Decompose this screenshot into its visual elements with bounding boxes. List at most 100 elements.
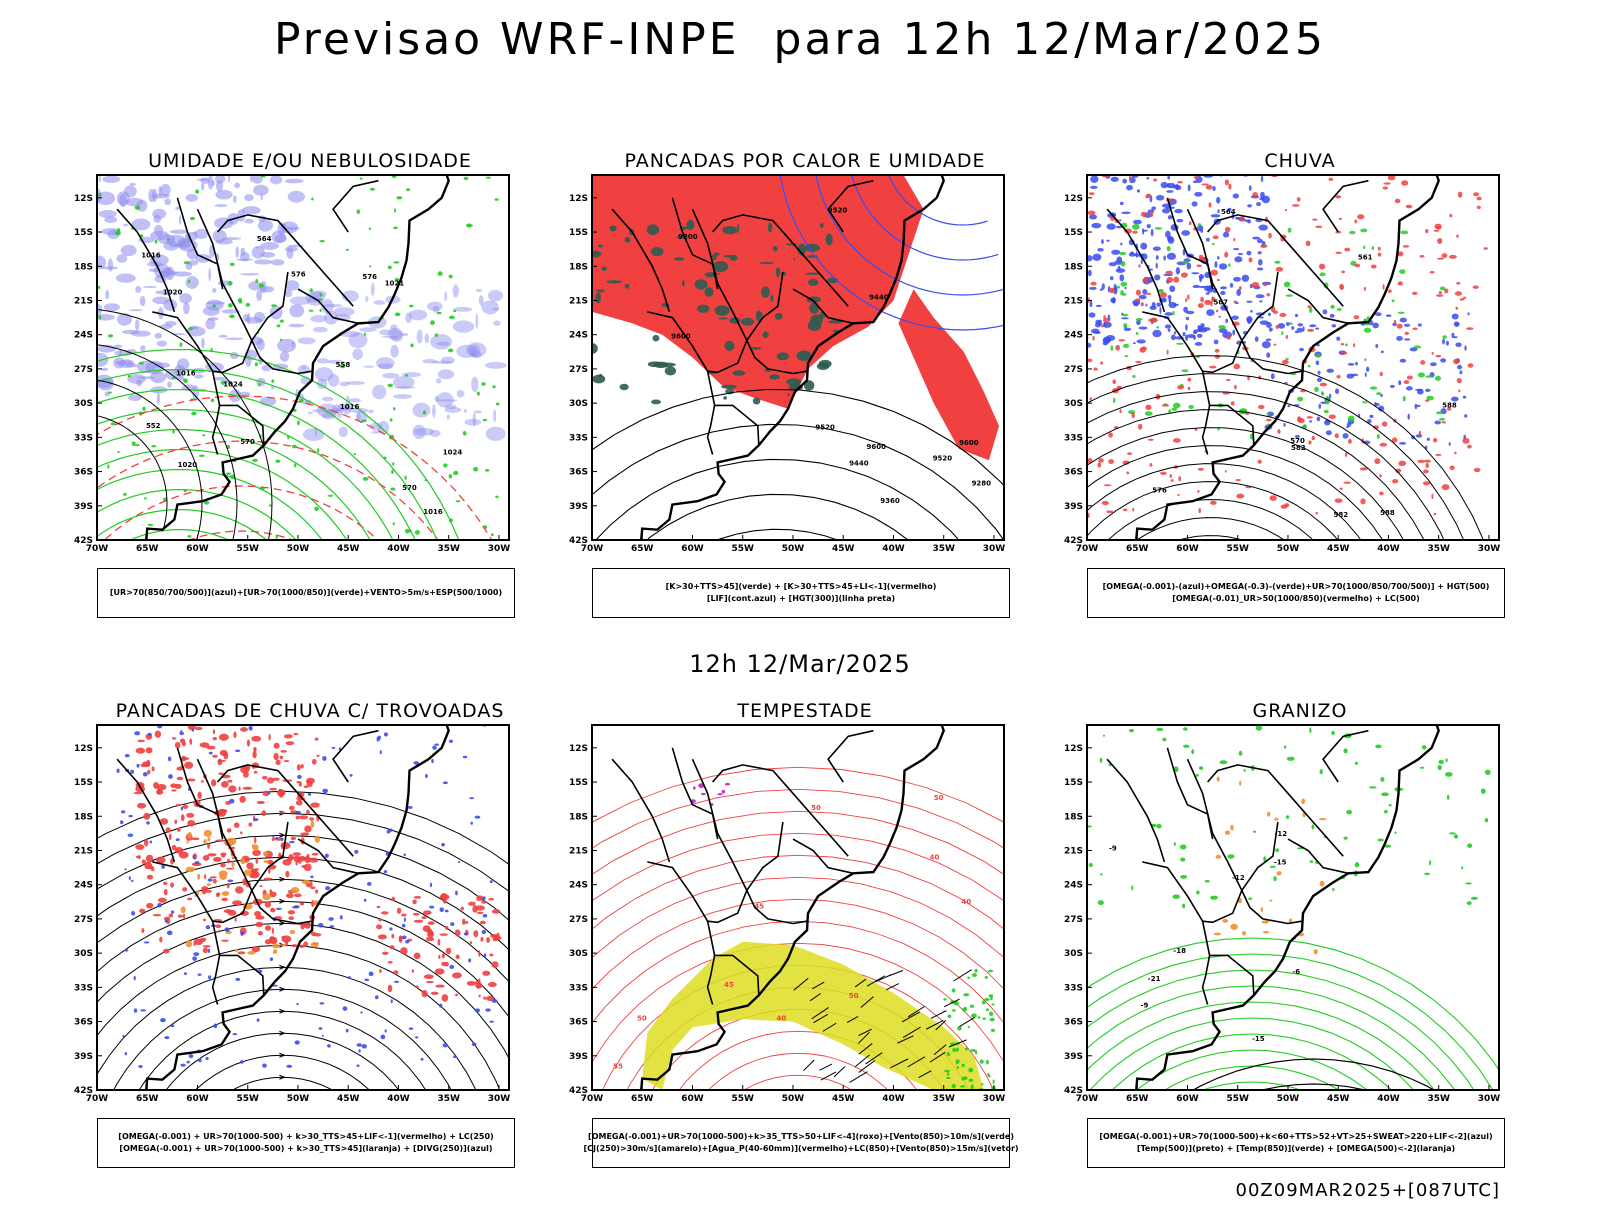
field-blob — [187, 725, 196, 731]
state-border — [691, 758, 808, 925]
field-blob — [1255, 725, 1263, 731]
contour-line — [97, 440, 439, 540]
field-blob — [220, 380, 226, 385]
field-blob — [1248, 185, 1252, 192]
field-blob — [180, 906, 186, 914]
field-blob — [1135, 332, 1139, 335]
field-blob — [1100, 361, 1104, 365]
field-blob — [349, 773, 353, 777]
field-blob — [202, 945, 211, 948]
field-blob — [153, 214, 162, 223]
field-blob — [1336, 308, 1342, 311]
field-blob — [308, 857, 319, 863]
field-blob — [246, 739, 250, 747]
field-blob — [247, 951, 256, 955]
field-blob — [1140, 302, 1144, 307]
field-blob — [472, 412, 476, 427]
field-blob — [1380, 350, 1384, 354]
field-blob — [379, 750, 382, 755]
field-blob — [1197, 223, 1202, 227]
coastline — [145, 175, 450, 540]
streamline-arrow — [279, 986, 286, 992]
field-blob — [359, 177, 363, 180]
contour-label: 45 — [724, 981, 734, 989]
field-blob — [1339, 487, 1343, 490]
field-blob — [151, 445, 157, 448]
field-blob — [968, 1078, 974, 1082]
state-border — [792, 288, 854, 325]
field-blob — [455, 954, 460, 960]
field-blob — [1269, 899, 1273, 902]
field-blob — [664, 366, 677, 376]
field-blob — [212, 287, 217, 293]
field-blob — [412, 912, 420, 916]
field-blob — [1462, 437, 1470, 444]
field-blob — [1466, 327, 1474, 331]
field-blob — [1274, 260, 1281, 264]
field-blob — [481, 382, 486, 386]
field-blob — [1459, 370, 1463, 375]
field-blob — [1453, 834, 1459, 839]
field-blob — [194, 374, 204, 379]
field-blob — [1174, 208, 1183, 214]
field-blob — [1402, 245, 1410, 248]
field-blob — [445, 947, 452, 955]
legend-line: [OMEGA(-0.01)_UR>50(1000/850)(vermelho) … — [1172, 594, 1420, 603]
field-blob — [205, 318, 216, 330]
field-blob — [421, 989, 428, 998]
field-blob — [202, 947, 209, 954]
field-blob — [1267, 312, 1271, 316]
legend-box: [UR>70(850/700/500)](azul)+[UR>70(1000/8… — [97, 568, 515, 618]
field-blob — [1353, 315, 1360, 320]
field-blob — [361, 419, 367, 423]
field-blob — [170, 910, 175, 914]
field-blob — [105, 289, 110, 300]
field-blob — [1287, 227, 1292, 233]
streamline — [231, 1076, 334, 1090]
field-blob — [183, 489, 187, 493]
field-blob — [393, 394, 413, 399]
field-blob — [1188, 404, 1194, 410]
lat-tick-label: 24S — [569, 331, 588, 341]
contour-line — [97, 379, 203, 540]
field-blob — [808, 278, 819, 286]
field-blob — [1306, 416, 1314, 419]
field-blob — [262, 893, 271, 901]
state-border — [1322, 179, 1369, 233]
field-blob — [1281, 359, 1289, 365]
field-blob — [98, 209, 117, 218]
lon-tick-label: 60W — [186, 544, 209, 554]
contour-label: 9520 — [828, 207, 848, 215]
wind-vector — [929, 1051, 946, 1063]
field-blob — [348, 332, 368, 349]
state-border — [611, 758, 671, 863]
field-blob — [187, 259, 199, 266]
field-blob — [274, 234, 287, 243]
field-blob — [1119, 274, 1125, 282]
contour-line — [592, 854, 1004, 930]
field-blob — [97, 285, 101, 290]
field-blob — [1160, 181, 1169, 189]
field-blob — [673, 257, 685, 261]
field-blob — [1442, 338, 1445, 345]
field-blob — [280, 837, 284, 842]
field-blob — [1172, 894, 1181, 899]
lat-tick-label: 36S — [74, 468, 93, 478]
field-blob — [1118, 339, 1126, 342]
field-blob — [196, 178, 209, 181]
field-blob — [412, 402, 431, 418]
field-blob — [352, 348, 363, 360]
field-blob — [1307, 364, 1311, 368]
contour-line — [888, 175, 988, 226]
coastline — [640, 725, 945, 1090]
field-blob — [409, 304, 414, 308]
field-blob — [205, 1057, 209, 1061]
field-blob — [181, 741, 187, 747]
field-blob — [239, 252, 250, 262]
field-blob — [1434, 420, 1442, 425]
map-layer: 9520960095209520960094409360928092009440… — [592, 175, 1004, 540]
field-blob — [394, 312, 401, 317]
field-blob — [592, 343, 598, 354]
field-blob — [1101, 500, 1109, 506]
field-blob — [1182, 260, 1189, 265]
